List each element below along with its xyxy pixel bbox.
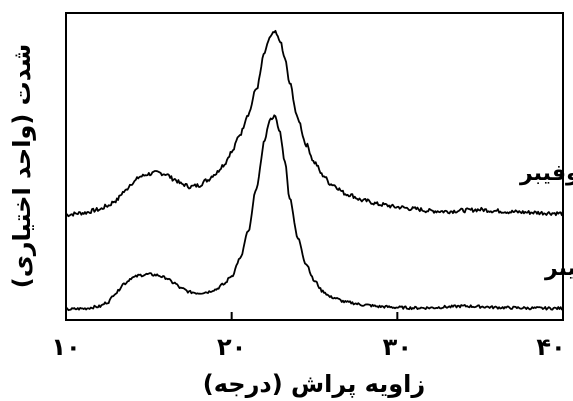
series-label-nanofiber: نانوفیبر <box>519 161 573 186</box>
series-label-microfiber: میکروفیبر <box>544 256 573 281</box>
y-axis-label: شدت (واحد اختیاری) <box>8 44 36 288</box>
x-tick-label: ۲۰ <box>217 333 246 361</box>
x-tick-label: ۴۰ <box>536 333 565 361</box>
series-line-nanofiber <box>65 29 564 218</box>
series-lines <box>65 29 564 312</box>
x-ticks: ۱۰ ۲۰ ۳۰ ۴۰ <box>51 312 566 361</box>
x-tick-label: ۱۰ <box>51 333 80 361</box>
plot-frame <box>65 12 564 321</box>
x-tick-label: ۳۰ <box>383 333 412 361</box>
x-axis-label: زاویه پراش (درجه) <box>203 370 425 398</box>
series-line-microfiber <box>65 114 564 312</box>
